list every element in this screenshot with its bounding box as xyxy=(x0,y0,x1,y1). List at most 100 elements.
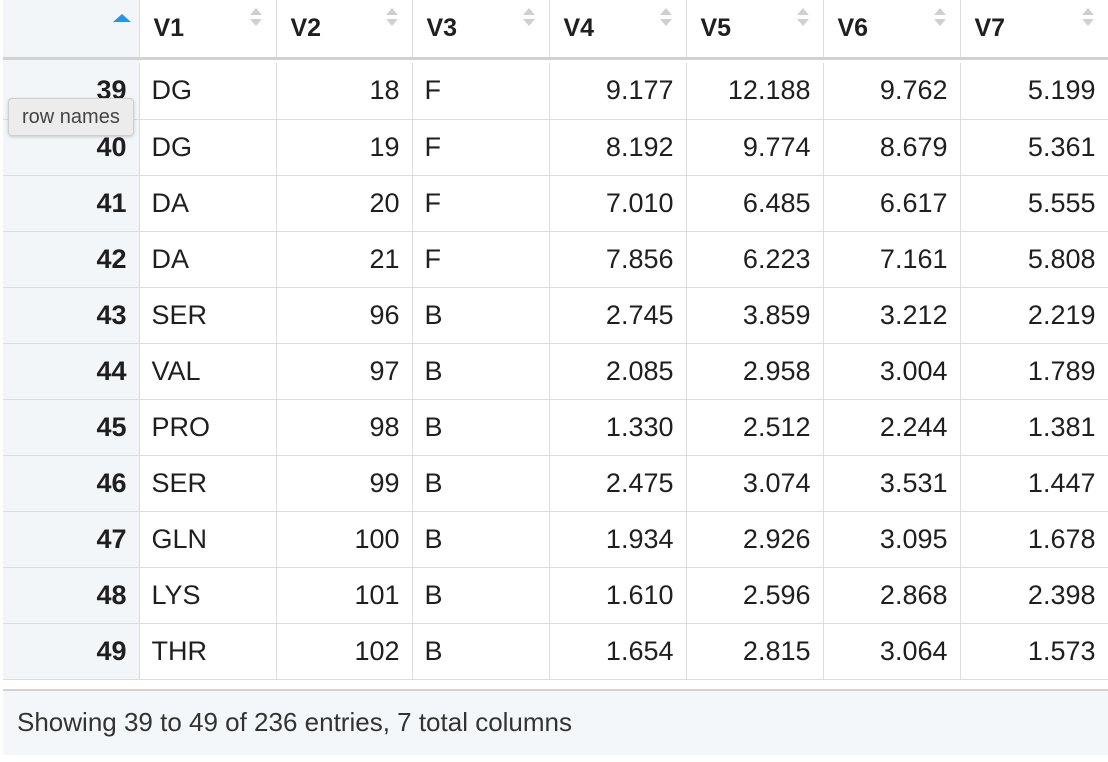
cell-v5: 6.223 xyxy=(686,231,824,288)
cell-v2: 21 xyxy=(276,231,413,288)
cell-v2: 98 xyxy=(276,399,413,456)
cell-v5: 2.815 xyxy=(686,623,824,680)
sort-toggle-icon[interactable] xyxy=(796,8,811,28)
table-row: 39 DG 18 F 9.177 12.188 9.762 5.199 xyxy=(3,63,1108,120)
column-header-v1[interactable]: V1 xyxy=(139,0,277,60)
row-name-cell: 46 xyxy=(3,455,140,512)
cell-v7: 2.219 xyxy=(960,287,1108,344)
cell-v3: F xyxy=(412,119,550,176)
cell-v1: SER xyxy=(139,287,277,344)
cell-v3: F xyxy=(412,175,550,232)
sort-toggle-icon[interactable] xyxy=(1081,8,1096,28)
row-name-cell: 43 xyxy=(3,287,140,344)
header-row: V1 V2 V3 V4 V5 V6 V7 xyxy=(3,0,1108,60)
cell-v4: 2.745 xyxy=(549,287,687,344)
cell-v3: B xyxy=(412,287,550,344)
cell-v1: GLN xyxy=(139,511,277,568)
cell-v3: F xyxy=(412,231,550,288)
column-header-v6[interactable]: V6 xyxy=(823,0,961,60)
column-header-label: V6 xyxy=(837,13,869,42)
cell-v1: DG xyxy=(139,63,277,120)
row-name-cell: 47 xyxy=(3,511,140,568)
table-row: 42 DA 21 F 7.856 6.223 7.161 5.808 xyxy=(3,231,1108,288)
cell-v4: 7.010 xyxy=(549,175,687,232)
cell-v4: 9.177 xyxy=(549,63,687,120)
cell-v4: 1.330 xyxy=(549,399,687,456)
cell-v2: 96 xyxy=(276,287,413,344)
cell-v2: 19 xyxy=(276,119,413,176)
sort-toggle-icon[interactable] xyxy=(659,8,674,28)
cell-v6: 8.679 xyxy=(823,119,961,176)
cell-v1: VAL xyxy=(139,343,277,400)
table-body: 39 DG 18 F 9.177 12.188 9.762 5.199 40 DG 19 F 8.192… xyxy=(3,58,1108,680)
cell-v3: F xyxy=(412,63,550,120)
cell-v5: 6.485 xyxy=(686,175,824,232)
sort-toggle-icon[interactable] xyxy=(522,8,537,28)
cell-v7: 1.678 xyxy=(960,511,1108,568)
cell-v3: B xyxy=(412,455,550,512)
cell-v2: 100 xyxy=(276,511,413,568)
cell-v6: 6.617 xyxy=(823,175,961,232)
cell-v2: 101 xyxy=(276,567,413,624)
table-row: 41 DA 20 F 7.010 6.485 6.617 5.555 xyxy=(3,175,1108,232)
cell-v7: 2.398 xyxy=(960,567,1108,624)
cell-v3: B xyxy=(412,343,550,400)
cell-v7: 1.789 xyxy=(960,343,1108,400)
cell-v1: DA xyxy=(139,231,277,288)
sort-toggle-icon[interactable] xyxy=(385,8,400,28)
cell-v1: THR xyxy=(139,623,277,680)
cell-v1: LYS xyxy=(139,567,277,624)
cell-v1: SER xyxy=(139,455,277,512)
column-header-v3[interactable]: V3 xyxy=(412,0,550,60)
column-header-v4[interactable]: V4 xyxy=(549,0,687,60)
sort-toggle-icon[interactable] xyxy=(249,8,264,28)
cell-v1: PRO xyxy=(139,399,277,456)
cell-v6: 3.064 xyxy=(823,623,961,680)
cell-v4: 1.934 xyxy=(549,511,687,568)
cell-v5: 12.188 xyxy=(686,63,824,120)
cell-v6: 3.095 xyxy=(823,511,961,568)
table-header: V1 V2 V3 V4 V5 V6 V7 xyxy=(3,0,1108,60)
table-row: 43 SER 96 B 2.745 3.859 3.212 2.219 xyxy=(3,287,1108,344)
cell-v6: 3.212 xyxy=(823,287,961,344)
table-row: 49 THR 102 B 1.654 2.815 3.064 1.573 xyxy=(3,623,1108,680)
column-header-label: V1 xyxy=(153,13,185,42)
column-header-label: V5 xyxy=(700,13,732,42)
table-row: 44 VAL 97 B 2.085 2.958 3.004 1.789 xyxy=(3,343,1108,400)
cell-v4: 7.856 xyxy=(549,231,687,288)
cell-v7: 1.447 xyxy=(960,455,1108,512)
table-row: 46 SER 99 B 2.475 3.074 3.531 1.447 xyxy=(3,455,1108,512)
row-name-cell: 45 xyxy=(3,399,140,456)
data-viewer: V1 V2 V3 V4 V5 V6 V7 39 DG 18 F 9.177 12.188 9.762 5.… xyxy=(3,0,1108,762)
row-name-cell: 48 xyxy=(3,567,140,624)
row-names-header[interactable] xyxy=(3,0,140,60)
entries-summary: Showing 39 to 49 of 236 entries, 7 total… xyxy=(17,707,573,737)
column-header-v2[interactable]: V2 xyxy=(276,0,413,60)
column-header-v7[interactable]: V7 xyxy=(960,0,1108,60)
cell-v3: B xyxy=(412,623,550,680)
cell-v5: 2.958 xyxy=(686,343,824,400)
table-row: 45 PRO 98 B 1.330 2.512 2.244 1.381 xyxy=(3,399,1108,456)
cell-v7: 5.199 xyxy=(960,63,1108,120)
table-row: 47 GLN 100 B 1.934 2.926 3.095 1.678 xyxy=(3,511,1108,568)
cell-v6: 3.531 xyxy=(823,455,961,512)
row-name-cell: 41 xyxy=(3,175,140,232)
table-footer: Showing 39 to 49 of 236 entries, 7 total… xyxy=(3,689,1108,755)
cell-v2: 97 xyxy=(276,343,413,400)
cell-v1: DA xyxy=(139,175,277,232)
row-names-tooltip: row names xyxy=(8,98,134,136)
column-header-v5[interactable]: V5 xyxy=(686,0,824,60)
cell-v4: 1.610 xyxy=(549,567,687,624)
table-row: 40 DG 19 F 8.192 9.774 8.679 5.361 xyxy=(3,119,1108,176)
cell-v4: 1.654 xyxy=(549,623,687,680)
row-name-cell: 42 xyxy=(3,231,140,288)
cell-v2: 18 xyxy=(276,63,413,120)
cell-v6: 3.004 xyxy=(823,343,961,400)
column-header-label: V2 xyxy=(290,13,322,42)
cell-v3: B xyxy=(412,567,550,624)
header-spacer xyxy=(3,58,1108,63)
cell-v5: 3.859 xyxy=(686,287,824,344)
column-header-label: V4 xyxy=(563,13,595,42)
sort-toggle-icon[interactable] xyxy=(933,8,948,28)
cell-v2: 20 xyxy=(276,175,413,232)
